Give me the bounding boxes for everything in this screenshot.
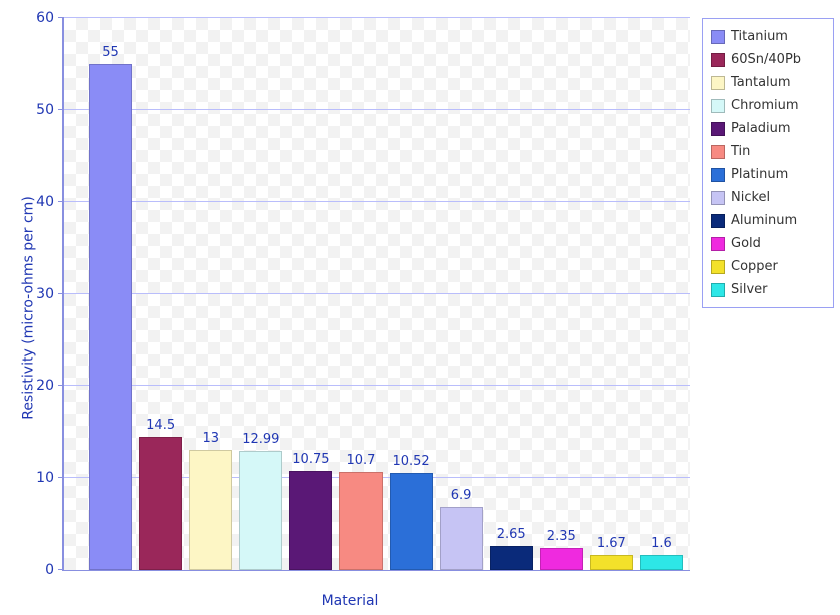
legend-swatch [711,30,725,44]
bars-layer: 5514.51312.9910.7510.710.526.92.652.351.… [64,18,690,570]
legend: Titanium 60Sn/40Pb Tantalum Chromium Paladiu… [702,18,834,308]
legend-item-nickel: Nickel [711,186,825,209]
legend-swatch [711,76,725,90]
bar-value-label: 10.52 [392,454,429,469]
bar-paladium: 10.75 [289,471,332,570]
legend-swatch [711,168,725,182]
x-axis-label: Material [0,593,700,609]
legend-label: Copper [731,259,778,274]
bar-value-label: 13 [202,431,219,446]
bar-titanium: 55 [89,64,132,570]
legend-label: Titanium [731,29,788,44]
legend-label: Tantalum [731,75,791,90]
y-axis-label: Resistivity (micro-ohms per cm) [20,196,36,420]
legend-item-gold: Gold [711,232,825,255]
legend-item-60sn-40pb: 60Sn/40Pb [711,48,825,71]
legend-swatch [711,145,725,159]
y-tick-label: 60 [36,10,64,26]
legend-swatch [711,237,725,251]
y-tick-label: 50 [36,102,64,118]
legend-item-silver: Silver [711,278,825,301]
resistivity-bar-chart: Resistivity (micro-ohms per cm) 5514.513… [0,0,840,615]
bar-value-label: 1.6 [651,536,672,551]
y-tick-label: 10 [36,470,64,486]
bar-value-label: 2.65 [497,527,526,542]
bar-gold: 2.35 [540,548,583,570]
legend-swatch [711,53,725,67]
bar-value-label: 55 [102,45,119,60]
bar-value-label: 6.9 [451,488,472,503]
bar-value-label: 10.7 [346,453,375,468]
bar-aluminum: 2.65 [490,546,533,570]
bar-value-label: 1.67 [597,536,626,551]
legend-swatch [711,260,725,274]
y-tick-label: 0 [45,562,64,578]
y-tick-label: 40 [36,194,64,210]
bar-tantalum: 13 [189,450,232,570]
bar-value-label: 14.5 [146,418,175,433]
y-tick-label: 20 [36,378,64,394]
bar-value-label: 2.35 [547,529,576,544]
legend-label: Gold [731,236,761,251]
legend-item-copper: Copper [711,255,825,278]
bar-copper: 1.67 [590,555,633,570]
legend-item-titanium: Titanium [711,25,825,48]
legend-label: Tin [731,144,750,159]
legend-item-tantalum: Tantalum [711,71,825,94]
bar-nickel: 6.9 [440,507,483,570]
bar-silver: 1.6 [640,555,683,570]
plot-area: 5514.51312.9910.7510.710.526.92.652.351.… [62,18,690,571]
bar-value-label: 10.75 [292,452,329,467]
legend-swatch [711,122,725,136]
bar-platinum: 10.52 [390,473,433,570]
legend-item-platinum: Platinum [711,163,825,186]
legend-label: Nickel [731,190,770,205]
bar-60sn-40pb: 14.5 [139,437,182,570]
legend-label: 60Sn/40Pb [731,52,801,67]
y-tick-label: 30 [36,286,64,302]
bar-chromium: 12.99 [239,451,282,571]
legend-item-tin: Tin [711,140,825,163]
bar-value-label: 12.99 [242,432,279,447]
legend-item-aluminum: Aluminum [711,209,825,232]
legend-swatch [711,214,725,228]
legend-label: Paladium [731,121,791,136]
legend-label: Platinum [731,167,788,182]
legend-label: Silver [731,282,768,297]
legend-label: Chromium [731,98,799,113]
legend-swatch [711,99,725,113]
legend-item-paladium: Paladium [711,117,825,140]
legend-swatch [711,283,725,297]
legend-swatch [711,191,725,205]
legend-label: Aluminum [731,213,797,228]
legend-item-chromium: Chromium [711,94,825,117]
bar-tin: 10.7 [339,472,382,570]
